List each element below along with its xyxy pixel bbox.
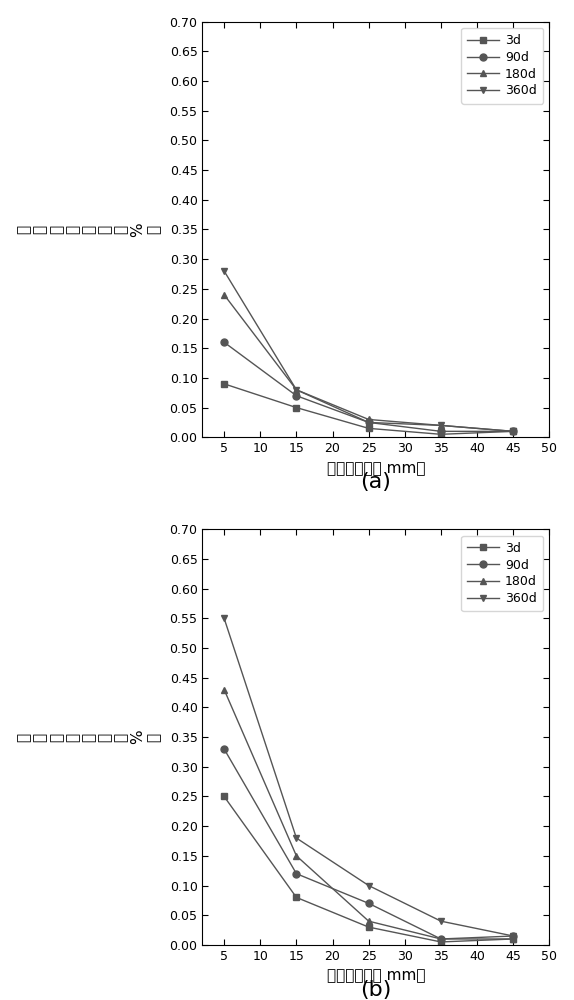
90d xyxy=(220,743,227,755)
180d xyxy=(365,915,372,927)
90d xyxy=(293,868,300,880)
180d xyxy=(365,413,372,425)
360d xyxy=(220,612,227,624)
Line: 180d: 180d xyxy=(220,686,517,942)
360d xyxy=(437,915,444,927)
Legend: 3d, 90d, 180d, 360d: 3d, 90d, 180d, 360d xyxy=(461,536,543,611)
Line: 3d: 3d xyxy=(220,380,517,438)
360d xyxy=(293,384,300,396)
90d xyxy=(510,930,517,942)
Text: (a): (a) xyxy=(360,472,391,492)
180d xyxy=(510,425,517,437)
Line: 90d: 90d xyxy=(220,339,517,435)
3d xyxy=(220,378,227,390)
3d xyxy=(293,891,300,903)
X-axis label: 距表面距离（ mm）: 距表面距离（ mm） xyxy=(327,461,425,476)
Legend: 3d, 90d, 180d, 360d: 3d, 90d, 180d, 360d xyxy=(461,28,543,104)
90d xyxy=(510,425,517,437)
Y-axis label: 亚
牁
酸
根
浓
度
（
%
）: 亚 牁 酸 根 浓 度 （ % ） xyxy=(17,730,161,744)
90d xyxy=(437,933,444,945)
3d xyxy=(293,402,300,414)
180d xyxy=(437,933,444,945)
Line: 360d: 360d xyxy=(220,615,517,939)
Line: 90d: 90d xyxy=(220,746,517,942)
90d xyxy=(365,897,372,909)
360d xyxy=(510,425,517,437)
360d xyxy=(220,265,227,277)
360d xyxy=(437,419,444,431)
3d xyxy=(365,921,372,933)
Line: 360d: 360d xyxy=(220,268,517,435)
Y-axis label: 亚
牁
酸
根
浓
度
（
%
）: 亚 牁 酸 根 浓 度 （ % ） xyxy=(17,222,161,237)
360d xyxy=(510,930,517,942)
X-axis label: 距表面距离（ mm）: 距表面距离（ mm） xyxy=(327,968,425,983)
360d xyxy=(293,832,300,844)
180d xyxy=(293,850,300,862)
90d xyxy=(293,390,300,402)
3d xyxy=(437,428,444,440)
180d xyxy=(293,384,300,396)
180d xyxy=(220,684,227,696)
90d xyxy=(220,336,227,348)
180d xyxy=(437,419,444,431)
360d xyxy=(365,416,372,428)
3d xyxy=(437,936,444,948)
3d xyxy=(220,790,227,802)
180d xyxy=(510,933,517,945)
3d xyxy=(365,422,372,434)
90d xyxy=(437,425,444,437)
Line: 3d: 3d xyxy=(220,793,517,945)
Text: (b): (b) xyxy=(360,980,391,1000)
Line: 180d: 180d xyxy=(220,291,517,435)
3d xyxy=(510,425,517,437)
90d xyxy=(365,416,372,428)
3d xyxy=(510,933,517,945)
360d xyxy=(365,880,372,892)
180d xyxy=(220,289,227,301)
